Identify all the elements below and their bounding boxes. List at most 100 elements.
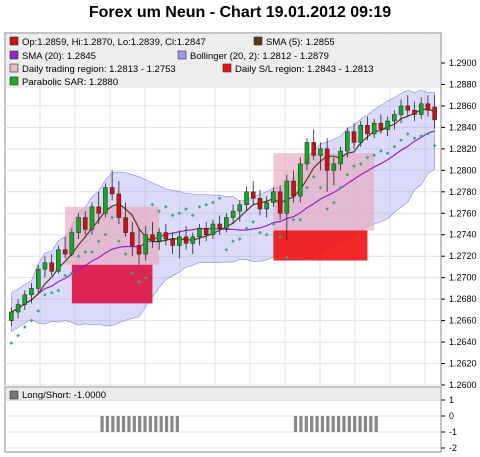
candle-body	[358, 125, 363, 143]
long-short-bar	[347, 416, 351, 432]
parabolic-sar-dot	[244, 226, 249, 231]
ls-y-tick-label: 0	[449, 411, 454, 421]
long-short-bar	[304, 416, 308, 432]
parabolic-sar-dot	[143, 275, 148, 280]
y-tick-label: 1.2740	[449, 230, 477, 240]
parabolic-sar-dot	[372, 153, 376, 158]
candle-body	[371, 122, 377, 135]
long-short-bar	[121, 416, 126, 432]
long-short-label: Long/Short: -1.0000	[22, 390, 106, 401]
candle-body	[123, 217, 128, 233]
candle-body	[271, 191, 276, 203]
y-tick-label: 1.2720	[449, 251, 477, 261]
parabolic-sar-dot	[385, 151, 390, 155]
candle-body	[136, 245, 142, 255]
candle-body	[69, 232, 75, 255]
parabolic-sar-dot	[345, 172, 350, 177]
candle-body	[298, 163, 303, 197]
candle-body	[405, 105, 411, 111]
long-short-bar	[320, 416, 325, 432]
candle-body	[230, 210, 236, 218]
candle-body	[35, 268, 41, 289]
parabolic-sar-dot	[103, 232, 108, 237]
parabolic-sar-dot	[197, 205, 202, 209]
parabolic-sar-dot	[130, 271, 135, 276]
long-short-bar	[154, 416, 158, 432]
candle-body	[277, 191, 283, 214]
candle-body	[203, 228, 209, 235]
parabolic-sar-dot	[76, 254, 81, 258]
parabolic-sar-dot	[63, 273, 67, 278]
candle-body	[244, 191, 249, 205]
parabolic-sar-dot	[271, 222, 276, 226]
parabolic-sar-dot	[110, 215, 114, 220]
parabolic-sar-dot	[90, 250, 94, 254]
candle-body	[432, 106, 437, 121]
candle-body	[190, 236, 196, 244]
long-short-bar	[159, 416, 163, 432]
candle-body	[250, 191, 256, 199]
legend-label: SMA (5): 1.2855	[266, 37, 335, 48]
candle-body	[291, 180, 296, 197]
candle-body	[338, 150, 343, 165]
candle-body	[42, 262, 48, 270]
y-tick-label: 1.2640	[449, 337, 477, 347]
parabolic-sar-dot	[325, 207, 329, 211]
candle-body	[56, 249, 61, 272]
candle-body	[264, 202, 269, 210]
candle-body	[130, 232, 135, 246]
y-tick-label: 1.2680	[449, 294, 477, 304]
y-tick-label: 1.2800	[449, 165, 477, 175]
long-short-bar	[148, 416, 153, 432]
parabolic-sar-dot	[338, 185, 343, 190]
legend-swatch	[253, 36, 263, 46]
long-short-bar	[358, 416, 362, 432]
long-short-bar	[116, 416, 120, 432]
long-short-bar	[342, 416, 346, 432]
candle-body	[15, 304, 21, 313]
long-short-bar	[100, 416, 104, 432]
candle-body	[89, 206, 95, 230]
parabolic-sar-dot	[432, 143, 437, 148]
y-tick-label: 1.2660	[449, 316, 477, 326]
candle-body	[324, 148, 330, 171]
parabolic-sar-dot	[311, 174, 316, 179]
parabolic-sar-dot	[352, 164, 356, 168]
parabolic-sar-dot	[211, 200, 215, 205]
parabolic-sar-dot	[405, 132, 410, 136]
candle-body	[197, 228, 202, 238]
legend-label: Parabolic SAR: 1.2880	[22, 77, 118, 88]
parabolic-sar-dot	[190, 213, 195, 218]
parabolic-sar-dot	[56, 288, 61, 293]
parabolic-sar-dot	[318, 185, 323, 190]
parabolic-sar-dot	[264, 232, 269, 237]
candle-body	[109, 187, 115, 195]
long-short-bar	[326, 416, 330, 432]
candle-body	[392, 114, 397, 122]
parabolic-sar-dot	[291, 217, 296, 222]
candle-body	[418, 103, 424, 115]
long-short-bar	[293, 416, 298, 432]
y-tick-label: 1.2900	[449, 58, 477, 68]
candle-body	[311, 142, 316, 156]
parabolic-sar-dot	[22, 325, 27, 329]
y-tick-label: 1.2600	[449, 380, 477, 390]
legend-label: SMA (20): 1.2845	[22, 51, 96, 62]
parabolic-sar-dot	[9, 341, 14, 345]
candle-body	[217, 223, 222, 229]
candle-body	[284, 180, 290, 214]
candle-body	[345, 131, 350, 152]
candle-body	[103, 187, 108, 214]
long-short-bar	[315, 416, 319, 432]
ls-y-tick-label: -1	[449, 427, 457, 437]
parabolic-sar-dot	[278, 235, 282, 239]
parabolic-sar-dot	[96, 239, 101, 243]
long-short-bar	[111, 416, 115, 432]
parabolic-sar-dot	[83, 250, 88, 254]
legend-swatch	[9, 36, 19, 46]
parabolic-sar-dot	[184, 207, 188, 211]
candle-body	[257, 197, 263, 210]
long-short-bar	[353, 416, 357, 432]
